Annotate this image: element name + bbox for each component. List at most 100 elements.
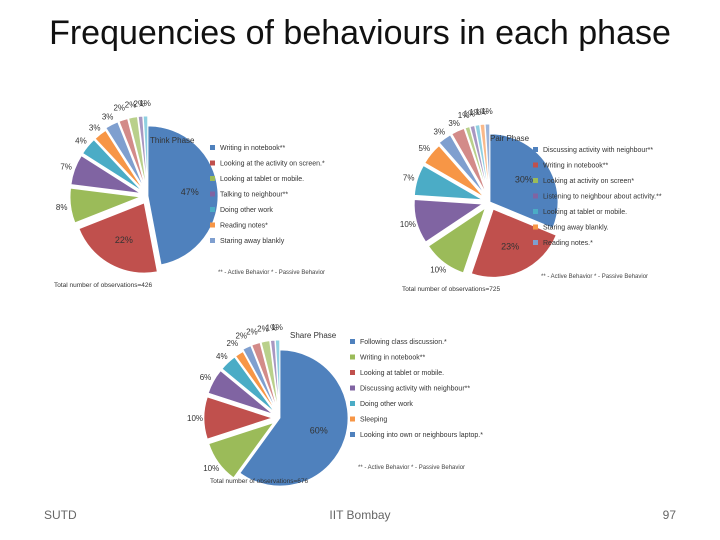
slice-label: 7% [403,173,415,182]
legend-swatch [350,385,355,391]
total-observations: Total number of observations=426 [54,282,152,289]
legend-swatch [210,222,215,228]
slice-label: 1% [475,107,487,116]
pie-slice [128,116,147,187]
pie-slice [203,396,274,440]
slice-label: 47% [181,187,199,197]
legend-entry: Discussing activity with neighbour** [360,386,470,393]
legend-swatch [350,432,355,437]
slice-label: 10% [400,220,416,229]
slice-label: 3% [102,113,114,122]
slice-label: 1% [458,111,470,120]
pair-phase-chart: 30% 23% 10% 10% 7% 5% 3% 3% 1% 1% 1% 1% 1% Pair Phase… [370,107,680,298]
slice-label: 1% [271,323,283,332]
behavior-note: ** - Active Behavior * - Passive Behavio… [541,274,648,280]
legend-swatch [350,401,355,406]
pie-slice [424,145,485,198]
slice-label: 5% [419,144,431,153]
slice-label: 6% [200,373,212,382]
legend-entry: Writing in notebook** [360,355,426,362]
pie-slice [207,370,274,415]
pie-slice [489,133,559,229]
pie-slice [484,123,491,193]
pie-slice [239,349,349,487]
legend-entry: Looking at tablet or mobile. [220,176,304,183]
pie-slice [470,208,557,278]
pie-slice [479,123,490,193]
pie-slice [474,124,489,193]
slice-label: 2% [227,339,239,348]
slice-label: 8% [56,203,68,212]
slice-label: 7% [60,163,72,172]
slice-label: 1% [481,107,493,116]
legend-entry: Looking into own or neighbours laptop.* [360,432,483,439]
slice-label: 23% [501,241,519,251]
pie-slice [69,187,141,224]
pie-slice [451,127,487,194]
think-phase-pie-svg: 47%22%8%7%4%3%3%2% 2%2%1%Think PhaseWriti… [54,99,325,289]
pie-slice [414,165,483,201]
slice-label: 3% [434,127,446,136]
pie-title: Pair Phase [490,134,530,143]
pie-slice [118,118,146,187]
pie-title: Share Phase [290,331,337,340]
legend-entry: Looking at tablet or mobile. [360,370,444,377]
slice-label: 3% [89,123,101,132]
slice-label: 4% [216,352,228,361]
slice-label: 60% [310,426,328,436]
behavior-note: ** - Active Behavior * - Passive Behavio… [358,465,465,471]
pair-phase-pie-svg: 30%23%10%10%7%5%3%3%1%1%1%1%1%Pair Phase… [400,107,662,293]
legend-swatch [210,160,215,166]
pie-slice [208,421,275,479]
legend-entry: Doing other work [360,401,413,408]
slice-label: 2% [113,104,125,113]
legend-swatch [533,240,538,245]
legend-entry: Listening to neighbour about activity.** [543,194,662,201]
pie-slice [413,199,484,243]
legend-swatch [533,209,538,214]
pie-slice [251,342,278,409]
slice-label: 10% [187,414,203,423]
pie-slice [438,134,485,195]
slice-label: 1% [139,99,151,108]
total-observations: Total number of observations=725 [402,286,500,293]
slice-label: 2% [125,101,137,110]
share-phase-pie-svg: 60%10%10%6%4%2%2% 2% 2%1%1%Share PhaseFoll… [187,323,483,487]
legend-entry: Reading notes.* [543,240,593,247]
pie-slice [147,125,219,266]
legend-swatch [350,370,355,375]
pie-slice [105,121,144,188]
legend-swatch [350,416,355,422]
slice-label: 2% [133,99,145,108]
legend-swatch [210,207,215,212]
legend-swatch [350,339,355,344]
legend-entry: Writing in notebook** [543,163,609,170]
pie-slice [274,339,281,409]
slice-label: 10% [430,265,446,274]
legend-swatch [350,354,355,360]
slice-label: 10% [203,464,219,473]
pie-slice [137,115,148,187]
slice-label: 1% [266,323,278,332]
slice-label: 3% [448,119,460,128]
legend-entry: Sleeping [360,417,387,424]
footer-center: IIT Bombay [329,508,391,522]
legend-swatch [533,193,538,199]
slice-label: 30% [515,174,533,184]
pie-slice [260,340,279,409]
pie-slice [70,155,141,194]
pie-slice [428,207,486,274]
pie-slice [469,125,489,193]
pie-slice [270,339,280,409]
pie-slice [242,345,277,410]
legend-swatch [210,176,215,181]
legend-swatch [533,224,538,230]
slice-label: 22% [115,235,133,245]
legend-swatch [533,162,538,168]
pie-slice [221,356,275,413]
legend-entry: Doing other work [220,207,273,214]
slice-label: 4% [75,137,87,146]
slice-label: 2% [235,332,247,341]
legend-swatch [533,147,538,152]
slide-title: Frequencies of behaviours in each phase [49,14,671,52]
